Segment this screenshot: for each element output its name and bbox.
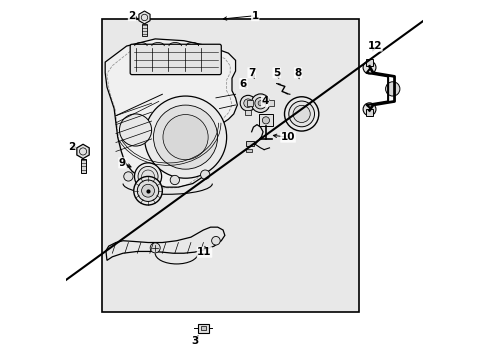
Circle shape	[138, 166, 158, 186]
Bar	[258, 114, 272, 126]
Circle shape	[211, 237, 220, 245]
Circle shape	[142, 184, 154, 197]
Circle shape	[170, 175, 179, 185]
Bar	[246, 141, 254, 146]
Circle shape	[363, 103, 375, 116]
Bar	[142, 24, 146, 36]
Circle shape	[163, 114, 208, 160]
Circle shape	[251, 94, 269, 112]
Text: 1: 1	[251, 11, 258, 21]
Bar	[365, 59, 372, 66]
Text: 2: 2	[128, 11, 135, 21]
Polygon shape	[77, 144, 89, 158]
Bar	[246, 149, 251, 153]
Circle shape	[262, 117, 269, 124]
Bar	[81, 158, 85, 173]
Circle shape	[134, 163, 162, 190]
Circle shape	[123, 172, 133, 181]
Text: 11: 11	[197, 247, 211, 257]
Circle shape	[292, 105, 309, 122]
Text: 9: 9	[119, 158, 125, 168]
Circle shape	[200, 170, 209, 179]
Bar	[102, 19, 358, 312]
Circle shape	[137, 180, 159, 202]
Bar	[244, 111, 250, 114]
Bar	[200, 327, 206, 330]
Bar	[246, 100, 252, 106]
Circle shape	[119, 114, 151, 146]
Circle shape	[258, 101, 263, 106]
Text: 12: 12	[367, 41, 381, 51]
Bar	[365, 109, 372, 116]
Text: 8: 8	[294, 68, 301, 78]
Polygon shape	[106, 227, 224, 260]
Circle shape	[144, 96, 226, 178]
Text: 2: 2	[68, 142, 75, 152]
Circle shape	[363, 61, 375, 74]
Circle shape	[142, 170, 154, 183]
Text: 10: 10	[280, 132, 295, 142]
FancyBboxPatch shape	[130, 44, 221, 75]
Circle shape	[134, 176, 162, 205]
Circle shape	[240, 95, 255, 111]
Circle shape	[254, 98, 266, 109]
Bar	[268, 100, 274, 106]
Circle shape	[244, 99, 252, 108]
Polygon shape	[139, 11, 150, 24]
Text: 4: 4	[261, 96, 268, 107]
Circle shape	[288, 101, 314, 127]
Text: 6: 6	[239, 78, 246, 89]
Bar	[198, 324, 208, 333]
Circle shape	[385, 82, 399, 96]
Polygon shape	[105, 39, 237, 187]
Circle shape	[150, 243, 160, 253]
Text: 7: 7	[247, 68, 255, 78]
Circle shape	[153, 105, 217, 169]
Text: 3: 3	[191, 337, 199, 346]
Text: 5: 5	[272, 68, 280, 78]
Circle shape	[284, 97, 318, 131]
